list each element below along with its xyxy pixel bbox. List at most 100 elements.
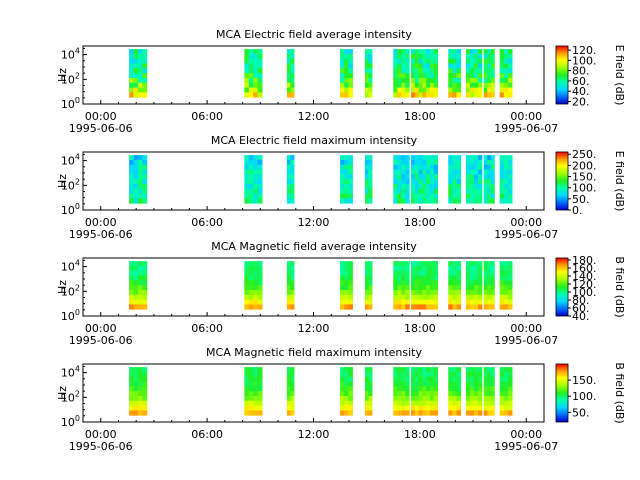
panel-4: MCA Magnetic field maximum intensityHz10… [56,346,626,453]
colorbar-tick-label: 60. [572,75,590,88]
data-block [393,261,410,310]
y-tick-label: 102 [61,389,80,404]
y-tick-label: 100 [61,96,80,111]
x-tick-label: 00:00 [85,216,117,229]
data-block [129,261,148,310]
x-tick-date: 1995-06-07 [494,334,558,347]
x-tick-label: 00:00 [85,428,117,441]
x-tick-date: 1995-06-07 [494,440,558,453]
x-tick-label: 12:00 [298,110,330,123]
colorbar-scale [555,257,569,317]
data-block [465,261,483,310]
colorbar-tick-label: 150. [572,374,597,387]
x-tick-date: 1995-06-07 [494,228,558,241]
data-block [499,367,513,416]
colorbar-tick-label: 200. [572,159,597,172]
colorbar-tick-label: 100. [572,390,597,403]
y-tick-label: 104 [61,259,80,274]
data-block [364,261,373,310]
panel-title: MCA Electric field maximum intensity [211,134,418,147]
y-tick-label: 104 [61,47,80,62]
data-block [499,49,513,98]
colorbar-tick-label: 40. [572,85,590,98]
data-block [129,155,148,204]
data-block [393,49,410,98]
data-block [411,155,439,204]
x-tick-label: 18:00 [404,216,436,229]
colorbar: 0.50.100.150.200.250. E field (dB) [555,148,626,217]
y-tick-label: 104 [61,365,80,380]
colorbar-tick-label: 100. [572,182,597,195]
data-block [364,155,373,204]
data-block [465,49,483,98]
data-block [499,261,513,310]
x-tick-label: 06:00 [191,322,223,335]
colorbar-tick-label: 120. [572,278,597,291]
data-block [129,49,148,98]
data-block [411,49,439,98]
y-tick-label: 100 [61,202,80,217]
panel-title: MCA Electric field average intensity [216,28,412,41]
colorbar-scale [555,363,569,423]
data-block [340,367,353,416]
colorbar-tick-label: 80. [572,294,590,307]
data-block [411,367,439,416]
colorbar-tick-label: 150. [572,171,597,184]
x-tick-date: 1995-06-06 [69,334,133,347]
data-block [448,367,462,416]
data-block [483,261,495,310]
y-axis-label: Hz [56,68,69,82]
data-block [244,49,263,98]
x-tick-label: 18:00 [404,110,436,123]
x-tick-label: 00:00 [510,322,542,335]
colorbar-tick-label: 50. [572,406,590,419]
data-block [286,367,295,416]
colorbar: 40.60.80.100.120.140.160.180. B field (dB… [555,254,626,323]
data-block [411,261,439,310]
colorbar-scale [555,45,569,105]
data-block [244,367,263,416]
data-block [465,155,483,204]
data-block [393,367,410,416]
data-block [340,49,353,98]
colorbar-label: E field (dB) [613,45,626,106]
y-tick-label: 102 [61,71,80,86]
data-block [483,367,495,416]
x-tick-label: 00:00 [510,216,542,229]
colorbar-tick-label: 50. [572,193,590,206]
x-tick-label: 00:00 [85,110,117,123]
data-block [340,261,353,310]
colorbar-tick-label: 40. [572,310,590,323]
x-tick-date: 1995-06-06 [69,440,133,453]
y-tick-label: 100 [61,414,80,429]
x-tick-label: 06:00 [191,216,223,229]
data-block [448,49,462,98]
x-tick-label: 18:00 [404,322,436,335]
x-tick-date: 1995-06-06 [69,122,133,135]
data-block [483,49,495,98]
y-axis-label: Hz [56,174,69,188]
colorbar-tick-label: 140. [572,270,597,283]
x-tick-date: 1995-06-07 [494,122,558,135]
data-block [129,367,148,416]
y-tick-label: 104 [61,153,80,168]
data-block [448,155,462,204]
y-tick-label: 102 [61,283,80,298]
data-block [393,155,410,204]
x-tick-label: 18:00 [404,428,436,441]
colorbar-tick-label: 60. [572,302,590,315]
colorbar: 50. 100. 150. B field (dB) [555,362,626,424]
colorbar-tick-label: 100. [572,286,597,299]
colorbar-tick-label: 180. [572,254,597,267]
data-block [340,155,353,204]
y-tick-label: 100 [61,308,80,323]
data-block [499,155,513,204]
colorbar: 20.40.60.80.100.120. E field (dB) [555,44,626,108]
panel-title: MCA Magnetic field average intensity [211,240,417,253]
panel-1: MCA Electric field average intensityHz10… [56,28,626,135]
colorbar-tick-label: 20. [572,95,590,108]
colorbar-tick-label: 160. [572,262,597,275]
data-block [448,261,462,310]
panel-2: MCA Electric field maximum intensity Hz 10… [56,134,626,241]
